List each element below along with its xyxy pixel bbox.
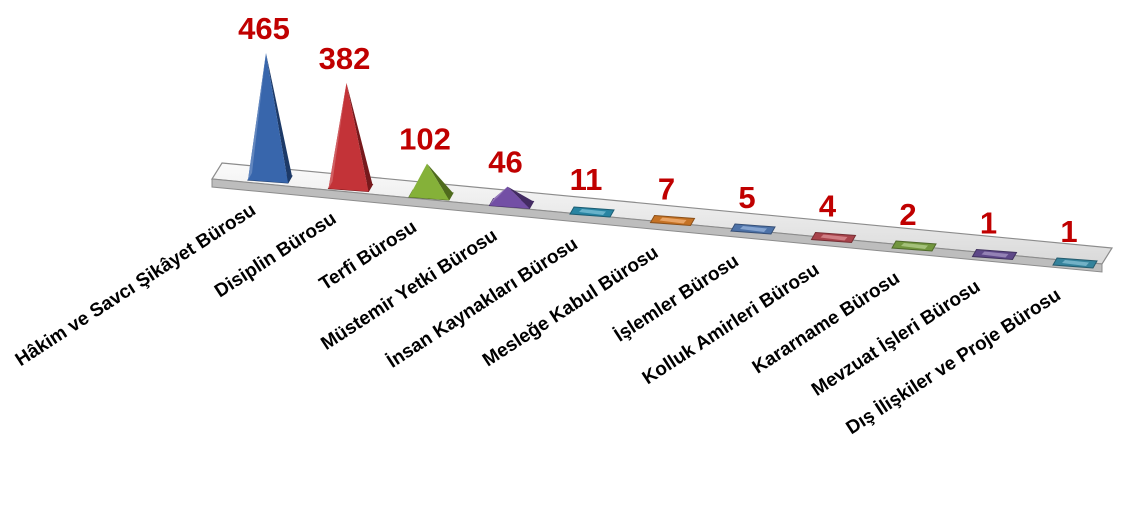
pyramid-bar — [408, 163, 454, 201]
pyramid-bar — [488, 186, 535, 210]
pyramid-bar — [247, 53, 293, 184]
pyramid-bar — [1052, 257, 1098, 269]
category-label: Müstemir Yetki Bürosu — [317, 225, 501, 355]
data-label: 382 — [319, 41, 371, 76]
data-label: 1 — [980, 206, 997, 241]
chart-floor-edge — [211, 178, 1103, 273]
data-label: 46 — [488, 145, 522, 180]
category-label: Mevzuat İşleri Bürosu — [808, 276, 984, 401]
pyramid-bar — [891, 240, 937, 252]
data-label: 2 — [899, 197, 916, 232]
data-label: 5 — [738, 180, 755, 215]
pyramid-bar — [569, 206, 615, 218]
pyramid-bar — [649, 214, 696, 227]
pyramid-bar — [730, 223, 776, 235]
data-label: 1 — [1060, 214, 1077, 249]
pyramid-bar — [810, 231, 857, 244]
pyramid-bar — [327, 82, 374, 193]
data-label: 7 — [658, 172, 675, 207]
pyramid-bar — [971, 248, 1018, 261]
data-label: 4 — [819, 189, 837, 224]
category-label: Kolluk Amirleri Bürosu — [639, 259, 823, 389]
data-label: 465 — [238, 11, 290, 46]
category-label: Mesleğe Kabul Bürosu — [479, 242, 662, 371]
data-label: 11 — [570, 162, 603, 197]
data-label: 102 — [399, 122, 451, 157]
